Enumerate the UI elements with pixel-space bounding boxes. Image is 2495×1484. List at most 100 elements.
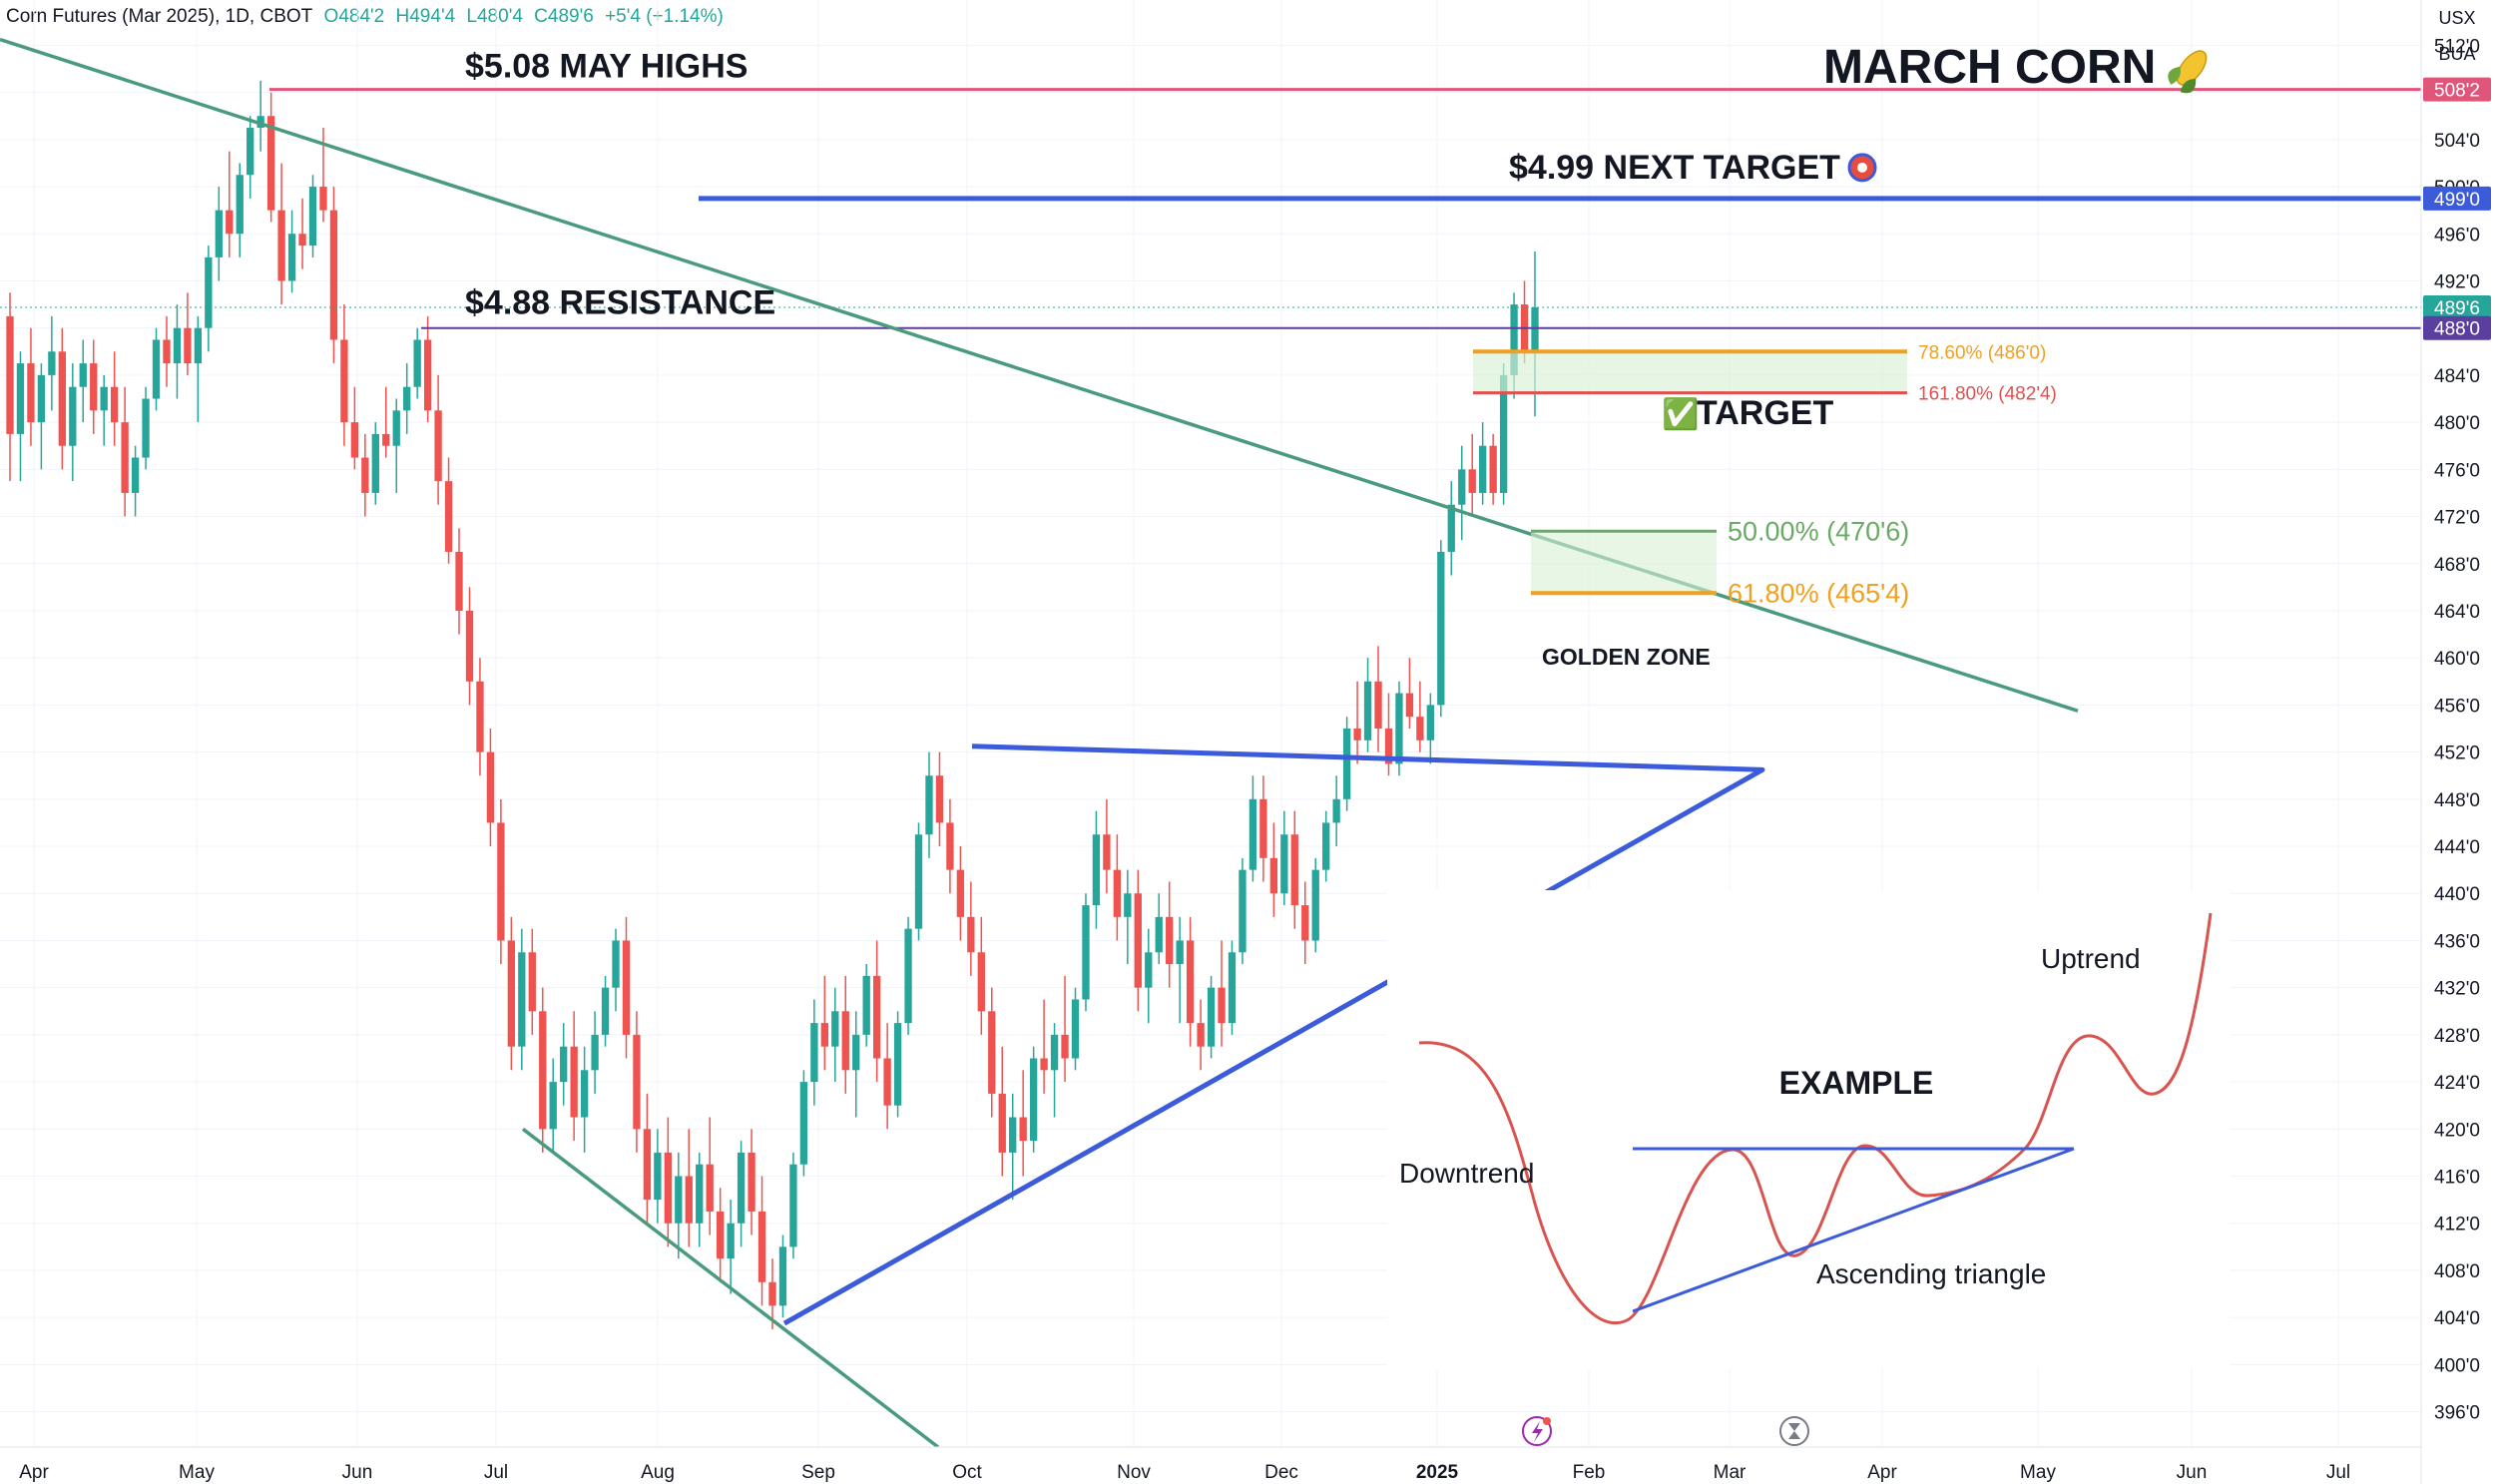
candle-body: [1447, 504, 1455, 552]
candle: [956, 846, 965, 941]
y-tick-label: 416'0: [2434, 1168, 2480, 1189]
x-tick-label: May: [179, 1462, 215, 1483]
candle-body: [1479, 445, 1487, 493]
golden-zone-label: GOLDEN ZONE: [1542, 644, 1711, 670]
candle: [340, 304, 348, 446]
candle-body: [184, 327, 192, 364]
symbol-label[interactable]: Corn Futures (Mar 2025), 1D, CBOT: [6, 6, 313, 27]
candle: [717, 1188, 725, 1282]
example-uptrend-label: Uptrend: [2041, 943, 2141, 974]
candle-body: [1269, 857, 1278, 894]
candle-body: [518, 952, 526, 1047]
y-tick-label: 408'0: [2434, 1261, 2480, 1282]
candle: [852, 1011, 860, 1118]
candle: [1239, 857, 1247, 965]
candle: [1155, 893, 1163, 965]
candle-body: [1363, 681, 1372, 741]
candle-body: [549, 1082, 557, 1130]
candle-body: [1103, 834, 1111, 870]
candle-body: [778, 1246, 787, 1306]
candle-body: [612, 940, 620, 988]
candle: [1218, 940, 1226, 1047]
candle-body: [1280, 834, 1288, 894]
candle-body: [1342, 729, 1351, 799]
candle: [350, 386, 359, 470]
candle-body: [1499, 374, 1508, 493]
candle-body: [371, 433, 379, 493]
candle-body: [1416, 717, 1424, 741]
y-tick-label: 472'0: [2434, 508, 2480, 529]
candle-body: [413, 339, 421, 387]
candle: [79, 339, 87, 423]
candle: [977, 916, 985, 1035]
candle: [371, 422, 379, 505]
y-tick-label: 480'0: [2434, 413, 2480, 434]
candle: [1186, 916, 1195, 1047]
x-tick-label: Feb: [1573, 1462, 1606, 1483]
candle: [184, 292, 192, 375]
currency-label: USX: [2438, 8, 2475, 28]
candle: [329, 187, 338, 364]
candle: [58, 327, 66, 470]
x-tick-label: Aug: [641, 1462, 675, 1483]
candle-body: [872, 975, 881, 1059]
candle: [1071, 987, 1080, 1071]
candle-body: [247, 128, 254, 176]
y-tick-label: 412'0: [2434, 1215, 2480, 1236]
candle-body: [1082, 905, 1090, 1000]
candle: [528, 928, 536, 1035]
candle: [1197, 999, 1205, 1071]
x-tick-label: Jun: [342, 1462, 373, 1483]
close-value: C489'6: [534, 6, 594, 27]
downtrend-upper-line: [0, 37, 2079, 713]
candle: [1040, 999, 1048, 1094]
candle-body: [998, 1093, 1006, 1153]
candle: [1207, 975, 1216, 1059]
candle-body: [1207, 987, 1216, 1047]
candle-body: [570, 1046, 578, 1118]
candle-body: [591, 1034, 599, 1071]
candle: [90, 339, 98, 434]
candle-body: [6, 315, 14, 434]
candle-body: [1531, 307, 1539, 352]
y-tick-label: 460'0: [2434, 649, 2480, 670]
price-tag-label: 508'2: [2434, 81, 2480, 102]
example-inset: EXAMPLE Downtrend Ascending triangle Uptren…: [1387, 890, 2230, 1369]
candle: [1092, 810, 1101, 929]
candle: [69, 363, 77, 482]
candle-body: [1510, 304, 1518, 375]
candle-body: [1239, 869, 1247, 953]
candle: [831, 987, 839, 1083]
candle: [799, 1070, 808, 1177]
candle: [226, 151, 234, 257]
candle-body: [1437, 551, 1445, 706]
y-tick-label: 484'0: [2434, 366, 2480, 387]
candle: [643, 1093, 652, 1224]
candle-body: [967, 916, 975, 953]
candle-body: [820, 1023, 828, 1047]
candle-body: [486, 751, 495, 823]
candle: [1342, 717, 1351, 811]
candle: [1248, 775, 1257, 882]
candle: [308, 175, 317, 257]
x-tick-label: 2025: [1416, 1462, 1459, 1483]
candle-body: [883, 1058, 891, 1106]
example-downtrend-label: Downtrend: [1399, 1158, 1534, 1189]
candle-body: [1092, 834, 1101, 906]
candle: [1166, 881, 1174, 988]
candle-body: [1301, 905, 1309, 941]
candle-body: [717, 1211, 725, 1259]
candle-body: [142, 398, 150, 458]
candle-body: [727, 1223, 735, 1259]
target-label: TARGET: [1697, 394, 1833, 432]
hourglass-icon-ring: [1779, 1416, 1809, 1446]
candle-body: [560, 1046, 568, 1083]
candle: [6, 292, 14, 482]
lightning-icon-ring: [1522, 1416, 1552, 1446]
lightning-icon-dot: [1543, 1417, 1551, 1425]
candle-body: [287, 234, 296, 281]
candle-body: [654, 1152, 662, 1201]
candle-body: [121, 422, 129, 493]
candle-body: [507, 940, 516, 1047]
